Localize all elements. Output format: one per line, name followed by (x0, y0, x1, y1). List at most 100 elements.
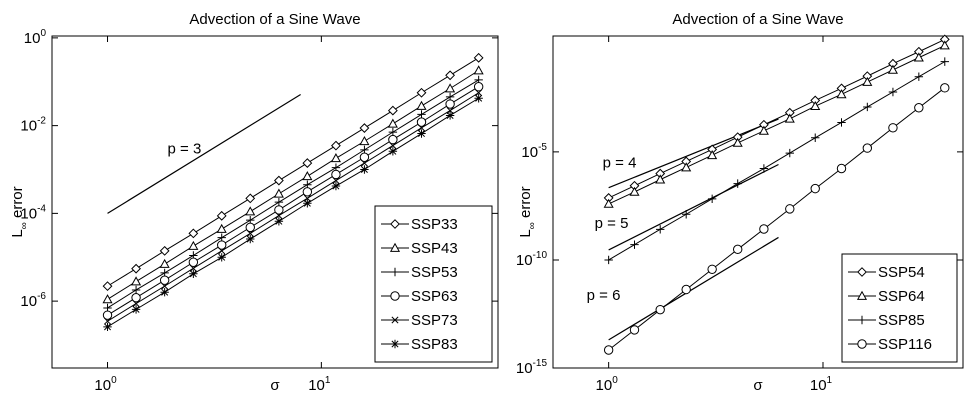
marker (103, 322, 112, 332)
legend-label: SSP33 (411, 216, 458, 233)
marker (160, 288, 169, 297)
x-tick-label: 101 (308, 375, 331, 394)
marker (416, 87, 427, 98)
marker (939, 40, 950, 50)
chart-title: Advection of a Sine Wave (189, 11, 360, 28)
y-tick-label: 10-2 (20, 116, 46, 135)
marker (707, 194, 717, 204)
marker (473, 65, 484, 75)
marker (246, 229, 254, 237)
y-tick-label: 10-4 (20, 203, 46, 222)
x-axis-label: σ (753, 377, 763, 394)
reference-line (107, 93, 301, 214)
marker (836, 89, 847, 99)
legend-label: SSP116 (878, 336, 932, 353)
marker (417, 129, 426, 138)
marker (445, 111, 455, 120)
series-line (608, 61, 946, 261)
marker (811, 133, 820, 142)
marker (216, 223, 227, 233)
marker (629, 325, 640, 335)
marker (758, 125, 769, 135)
marker (275, 212, 283, 220)
marker (732, 137, 743, 147)
legend-label: SSP54 (878, 264, 925, 281)
marker (417, 110, 426, 119)
marker (102, 281, 113, 292)
reference-line (608, 236, 779, 341)
marker (474, 94, 483, 103)
marker (188, 228, 199, 239)
marker (445, 83, 456, 93)
marker (302, 158, 313, 168)
marker (330, 153, 341, 163)
marker (218, 247, 226, 255)
marker (418, 124, 426, 132)
reference-label: p = 3 (168, 140, 202, 157)
marker (759, 164, 769, 173)
marker (732, 244, 743, 255)
series-line (107, 92, 479, 322)
marker (445, 70, 456, 81)
marker (759, 224, 769, 234)
marker (302, 171, 313, 181)
marker (887, 64, 898, 74)
marker (360, 165, 369, 174)
legend-marker (857, 339, 867, 349)
marker (274, 197, 284, 207)
series-line (107, 86, 479, 316)
marker (475, 89, 483, 97)
marker (159, 258, 170, 268)
legend-label: SSP63 (411, 288, 458, 305)
marker (359, 136, 370, 146)
marker (131, 276, 142, 286)
marker (273, 188, 284, 198)
x-tick-label: 101 (810, 375, 833, 394)
marker (784, 113, 795, 123)
marker (940, 57, 949, 66)
marker (331, 181, 341, 191)
legend (374, 205, 493, 363)
marker (785, 204, 795, 214)
legend-label: SSP53 (411, 264, 458, 281)
y-tick-label: 10-6 (20, 291, 46, 310)
y-tick-label: 100 (24, 28, 47, 47)
marker (785, 148, 794, 158)
legend-marker (389, 242, 401, 252)
marker (681, 162, 692, 172)
y-tick-label: 10-15 (516, 358, 548, 377)
series-line (608, 45, 945, 205)
legend-marker (390, 291, 400, 301)
legend-marker (391, 316, 399, 324)
marker (188, 240, 199, 250)
marker (629, 186, 640, 196)
legend-marker (390, 339, 400, 349)
legend-label: SSP43 (411, 240, 458, 257)
legend-marker (856, 290, 868, 300)
y-axis-label: L∞ error (517, 186, 538, 237)
marker (914, 72, 924, 81)
reference-line (608, 118, 779, 189)
legend-label: SSP83 (411, 336, 458, 353)
marker (862, 143, 873, 153)
series-line (107, 79, 479, 309)
legend-label: SSP85 (878, 312, 925, 329)
reference-label: p = 5 (595, 215, 629, 232)
marker (681, 210, 691, 219)
marker (810, 183, 820, 194)
marker (630, 240, 639, 249)
legend-marker (390, 219, 400, 229)
marker (446, 107, 454, 115)
marker (940, 83, 950, 93)
marker (131, 285, 141, 295)
marker (655, 304, 665, 315)
legend-label: SSP64 (878, 288, 925, 305)
legend-marker (390, 267, 400, 277)
marker (303, 194, 311, 202)
marker (389, 142, 397, 150)
marker (707, 264, 717, 274)
x-axis-label: σ (270, 377, 280, 394)
marker (216, 210, 227, 221)
marker (189, 269, 198, 279)
